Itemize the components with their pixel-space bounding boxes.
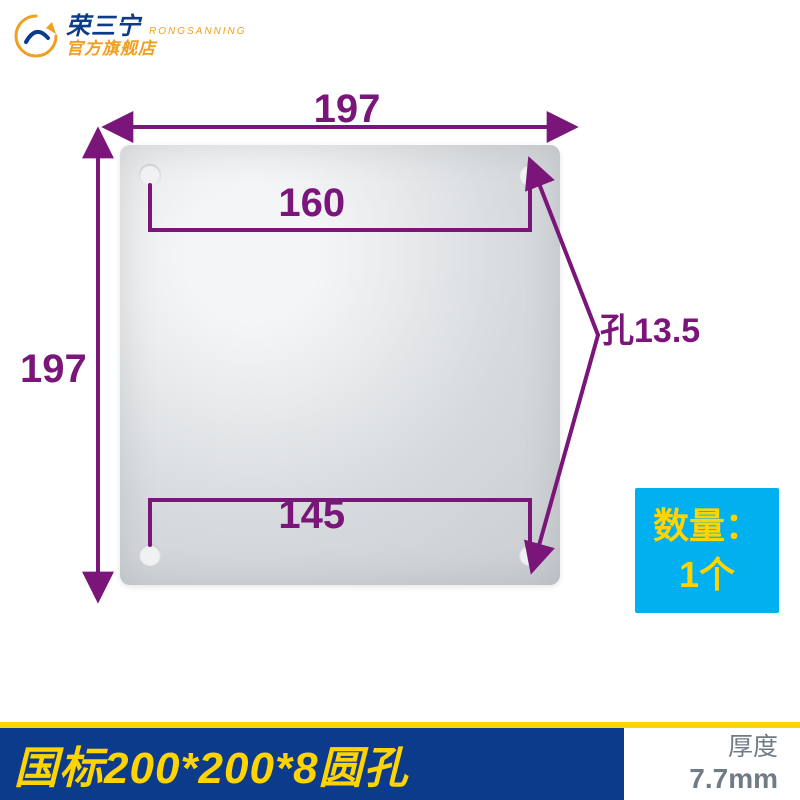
quantity-label: 数量： bbox=[653, 502, 761, 551]
logo-subtitle: 官方旗舰店 bbox=[66, 40, 247, 59]
logo-text: 荣三宁 RONGSANNING 官方旗舰店 bbox=[66, 14, 247, 59]
thickness-value: 7.7mm bbox=[650, 762, 778, 796]
logo-name: 荣三宁 bbox=[66, 14, 141, 40]
quantity-value: 1个 bbox=[653, 551, 761, 600]
dim-outer-width: 197 bbox=[314, 87, 381, 132]
dim-hole-pitch-v: 145 bbox=[278, 493, 345, 538]
hole-bl bbox=[139, 544, 161, 566]
dim-hole-size: 孔13.5 bbox=[600, 303, 700, 352]
hole-tr bbox=[519, 164, 541, 186]
bottom-bar: 国标200*200*8圆孔 厚度 7.7mm bbox=[0, 722, 800, 800]
logo-pinyin: RONGSANNING bbox=[149, 26, 247, 37]
thickness-label: 厚度 bbox=[650, 732, 778, 762]
hole-tl bbox=[139, 164, 161, 186]
dim-outer-height: 197 bbox=[20, 347, 87, 392]
quantity-badge: 数量： 1个 bbox=[635, 488, 779, 613]
brand-logo: 荣三宁 RONGSANNING 官方旗舰店 bbox=[12, 12, 247, 60]
logo-mark-icon bbox=[12, 12, 60, 60]
product-spec-title: 国标200*200*8圆孔 bbox=[0, 732, 650, 796]
dim-hole-pitch-h: 160 bbox=[278, 181, 345, 226]
hole-br bbox=[519, 544, 541, 566]
product-dimension-card: 荣三宁 RONGSANNING 官方旗舰店 197 197 160 145 孔1… bbox=[0, 0, 800, 800]
thickness-block: 厚度 7.7mm bbox=[650, 732, 800, 796]
